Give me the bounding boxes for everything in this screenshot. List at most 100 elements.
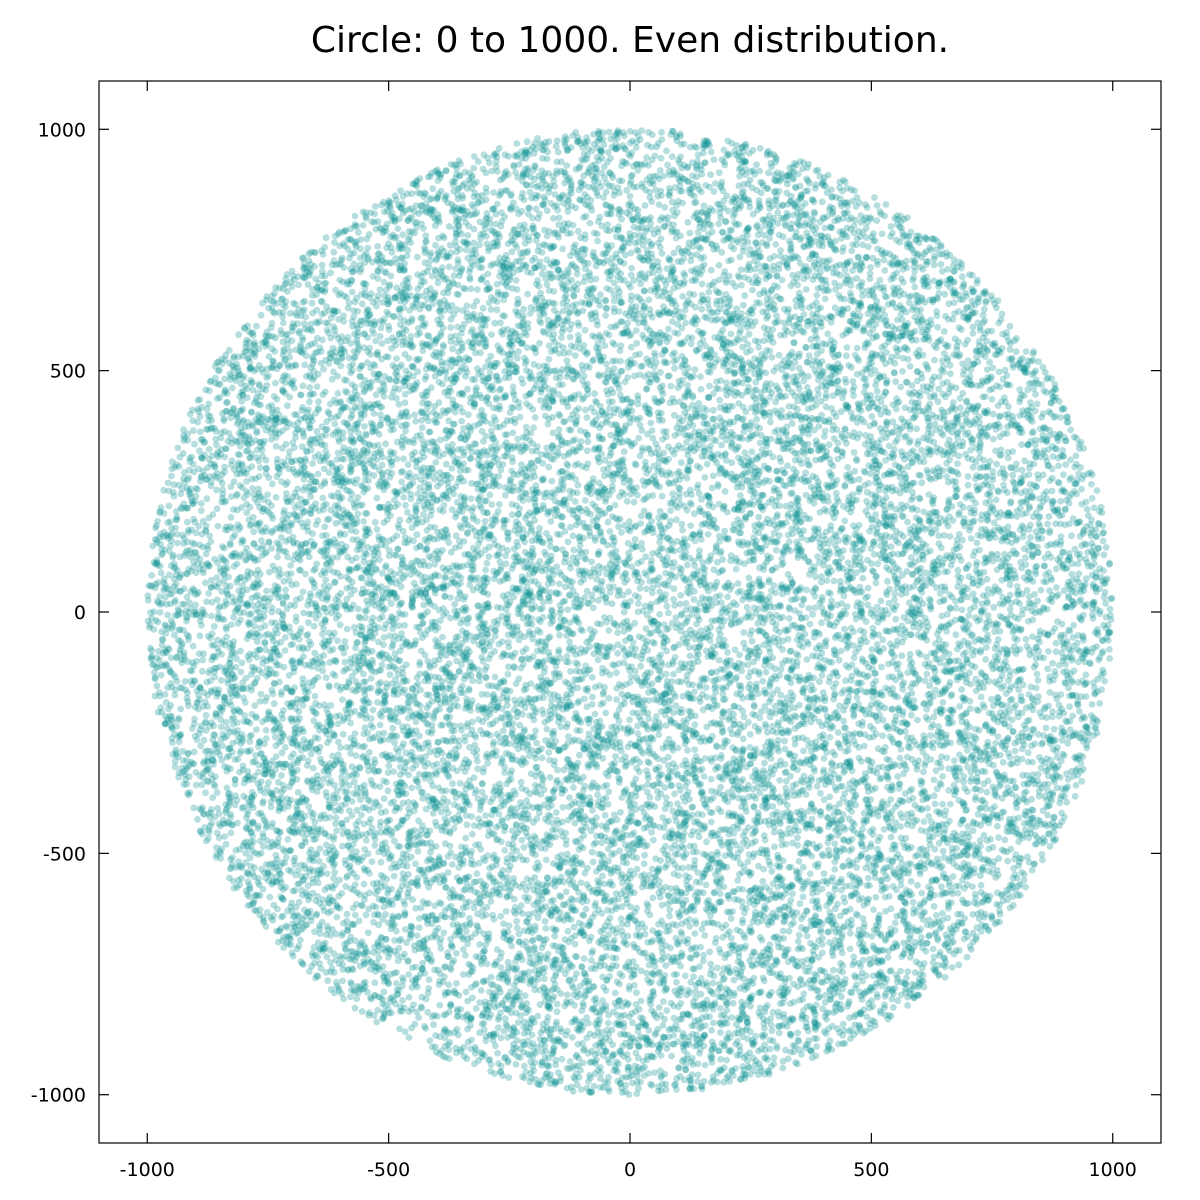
data-point bbox=[177, 706, 184, 713]
data-point bbox=[263, 457, 270, 464]
data-point bbox=[284, 402, 291, 409]
data-point bbox=[1019, 611, 1026, 618]
data-point bbox=[1019, 467, 1026, 474]
data-point bbox=[758, 189, 765, 196]
data-point bbox=[662, 281, 669, 288]
data-point bbox=[521, 1030, 528, 1037]
data-point bbox=[271, 700, 278, 707]
data-point bbox=[381, 795, 388, 802]
data-point bbox=[513, 918, 520, 925]
data-point bbox=[185, 702, 192, 709]
data-point bbox=[448, 465, 455, 472]
data-point bbox=[447, 324, 454, 331]
data-point bbox=[950, 873, 957, 880]
data-point bbox=[761, 760, 768, 767]
data-point bbox=[376, 954, 383, 961]
data-point bbox=[367, 816, 374, 823]
data-point bbox=[324, 516, 331, 523]
data-point bbox=[827, 734, 834, 741]
data-point bbox=[565, 659, 572, 666]
data-point bbox=[753, 161, 760, 168]
data-point bbox=[873, 894, 880, 901]
data-point bbox=[1028, 684, 1035, 691]
data-point bbox=[823, 508, 830, 515]
data-point bbox=[974, 540, 981, 547]
data-point bbox=[700, 958, 707, 965]
data-point bbox=[821, 870, 828, 877]
data-point bbox=[920, 769, 927, 776]
data-point bbox=[158, 570, 165, 577]
data-point bbox=[359, 300, 366, 307]
data-point bbox=[866, 757, 873, 764]
data-point bbox=[899, 368, 906, 375]
data-point bbox=[1041, 555, 1048, 562]
data-point bbox=[878, 398, 885, 405]
data-point bbox=[914, 717, 921, 724]
data-point bbox=[769, 1027, 776, 1034]
data-point bbox=[1007, 754, 1014, 761]
data-point bbox=[749, 448, 756, 455]
data-point bbox=[251, 702, 258, 709]
data-point bbox=[332, 820, 339, 827]
data-point bbox=[237, 648, 244, 655]
data-point bbox=[581, 955, 588, 962]
chart-title: Circle: 0 to 1000. Even distribution. bbox=[311, 20, 949, 61]
data-point bbox=[621, 448, 628, 455]
data-point bbox=[1032, 408, 1039, 415]
data-point bbox=[197, 632, 204, 639]
data-point bbox=[488, 898, 495, 905]
data-point bbox=[223, 626, 230, 633]
data-point bbox=[934, 324, 941, 331]
data-point bbox=[769, 868, 776, 875]
data-point bbox=[440, 930, 447, 937]
data-point bbox=[643, 586, 650, 593]
data-point bbox=[926, 596, 933, 603]
data-point bbox=[174, 540, 181, 547]
data-point bbox=[636, 633, 643, 640]
data-point bbox=[426, 1037, 433, 1044]
data-point bbox=[327, 269, 334, 276]
data-point bbox=[670, 658, 677, 665]
data-point bbox=[761, 1055, 768, 1062]
data-point bbox=[602, 710, 609, 717]
data-point bbox=[386, 762, 393, 769]
data-point bbox=[921, 818, 928, 825]
data-point bbox=[665, 326, 672, 333]
data-point bbox=[939, 910, 946, 917]
data-point bbox=[412, 860, 419, 867]
data-point bbox=[563, 889, 570, 896]
data-point bbox=[730, 245, 737, 252]
data-point bbox=[439, 634, 446, 641]
data-point bbox=[864, 557, 871, 564]
data-point bbox=[564, 357, 571, 364]
data-point bbox=[194, 816, 201, 823]
data-point bbox=[899, 513, 906, 520]
data-point bbox=[1076, 708, 1083, 715]
data-point bbox=[366, 749, 373, 756]
data-point bbox=[1102, 600, 1109, 607]
data-point bbox=[321, 523, 328, 530]
data-point bbox=[406, 994, 413, 1001]
data-point bbox=[494, 1050, 501, 1057]
data-point bbox=[1025, 749, 1032, 756]
data-point bbox=[377, 286, 384, 293]
data-point bbox=[191, 749, 198, 756]
data-point bbox=[421, 1023, 428, 1030]
data-point bbox=[913, 425, 920, 432]
data-point bbox=[240, 695, 247, 702]
data-point bbox=[446, 660, 453, 667]
data-point bbox=[710, 407, 717, 414]
data-point bbox=[309, 460, 316, 467]
data-point bbox=[671, 365, 678, 372]
data-point bbox=[670, 596, 677, 603]
data-point bbox=[631, 499, 638, 506]
data-point bbox=[606, 1059, 613, 1066]
data-point bbox=[1053, 640, 1060, 647]
data-point bbox=[671, 358, 678, 365]
data-point bbox=[926, 682, 933, 689]
data-point bbox=[545, 749, 552, 756]
data-point bbox=[841, 769, 848, 776]
data-point bbox=[841, 626, 848, 633]
data-point bbox=[1101, 678, 1108, 685]
